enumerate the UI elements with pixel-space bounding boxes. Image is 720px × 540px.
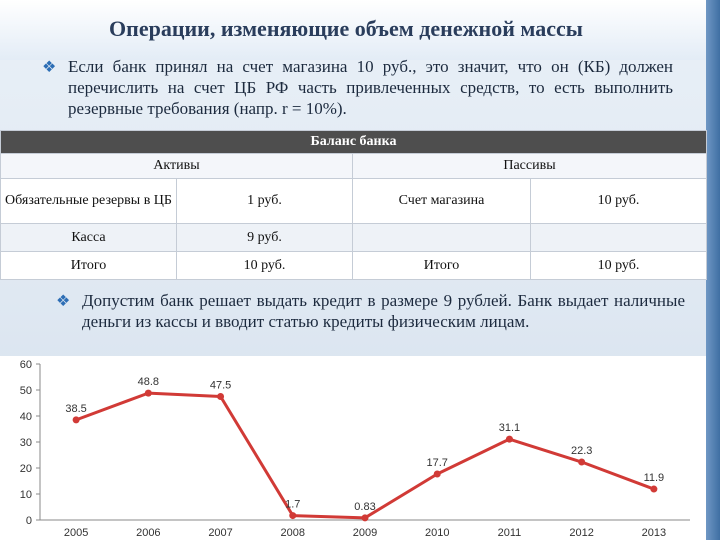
y-tick-label: 50 bbox=[20, 385, 32, 397]
data-label: 17.7 bbox=[427, 457, 448, 469]
data-label: 22.3 bbox=[571, 445, 592, 457]
diamond-bullet-icon: ❖ bbox=[56, 293, 71, 310]
liability-label bbox=[352, 223, 531, 252]
side-bar bbox=[706, 0, 720, 540]
data-point bbox=[217, 393, 225, 400]
bullet-paragraph-2: ❖ Допустим банк решает выдать кредит в р… bbox=[56, 290, 685, 332]
table-row: Итого 10 руб. Итого 10 руб. bbox=[0, 251, 707, 280]
y-tick-label: 20 bbox=[20, 463, 32, 475]
y-tick-label: 40 bbox=[20, 411, 32, 423]
y-tick-label: 10 bbox=[20, 489, 32, 501]
data-label: 48.8 bbox=[138, 376, 159, 388]
title-band bbox=[0, 0, 720, 60]
balance-title: Баланс банка bbox=[0, 130, 707, 154]
x-tick-label: 2009 bbox=[353, 527, 377, 539]
balance-table: Баланс банка Активы Пассивы Обязательные… bbox=[0, 130, 707, 280]
x-tick-label: 2012 bbox=[569, 527, 593, 539]
data-point bbox=[289, 512, 297, 520]
liability-value: 10 руб. bbox=[530, 251, 707, 280]
x-tick-label: 2007 bbox=[208, 527, 232, 539]
asset-label: Касса bbox=[0, 223, 177, 252]
asset-value: 10 руб. bbox=[176, 251, 353, 280]
slide-title: Операции, изменяющие объем денежной масс… bbox=[109, 16, 583, 41]
x-tick-label: 2005 bbox=[64, 527, 88, 539]
asset-value: 1 руб. bbox=[176, 178, 353, 224]
data-point bbox=[578, 458, 586, 466]
liabilities-header: Пассивы bbox=[352, 153, 707, 179]
data-label: 31.1 bbox=[499, 422, 520, 434]
liability-value bbox=[530, 223, 707, 252]
bullet-text-2: Допустим банк решает выдать кредит в раз… bbox=[82, 291, 685, 331]
asset-label: Итого bbox=[0, 251, 177, 280]
line-chart-svg: 0 10 20 30 40 50 60 2005 2006 2007 2008 2009 2010 201… bbox=[20, 359, 690, 539]
data-point bbox=[72, 416, 80, 424]
asset-label: Обязательные резервы в ЦБ bbox=[0, 178, 177, 224]
data-point bbox=[361, 514, 369, 522]
liability-value: 10 руб. bbox=[530, 178, 707, 224]
liability-label: Итого bbox=[352, 251, 531, 280]
data-label: 0.83 bbox=[354, 501, 375, 513]
bullet-text-1: Если банк принял на счет магазина 10 руб… bbox=[68, 57, 673, 118]
x-tick-label: 2013 bbox=[642, 527, 666, 539]
data-label: 47.5 bbox=[210, 380, 231, 392]
x-tick-label: 2011 bbox=[498, 527, 522, 539]
data-point bbox=[144, 389, 152, 397]
bullet-paragraph-1: ❖ Если банк принял на счет магазина 10 р… bbox=[42, 56, 673, 119]
table-row: Обязательные резервы в ЦБ 1 руб. Счет ма… bbox=[0, 178, 707, 224]
data-point bbox=[433, 470, 441, 478]
table-row: Касса 9 руб. bbox=[0, 223, 707, 252]
data-label: 38.5 bbox=[65, 403, 86, 415]
x-tick-label: 2010 bbox=[425, 527, 449, 539]
asset-value: 9 руб. bbox=[176, 223, 353, 252]
liability-label: Счет магазина bbox=[352, 178, 531, 224]
data-point bbox=[505, 435, 513, 443]
data-label: 11.9 bbox=[644, 472, 665, 484]
assets-header: Активы bbox=[0, 153, 353, 179]
y-tick-label: 0 bbox=[26, 515, 32, 527]
line-chart: 0 10 20 30 40 50 60 2005 2006 2007 2008 2009 2010 201… bbox=[0, 356, 706, 540]
x-tick-label: 2006 bbox=[136, 527, 160, 539]
x-tick-label: 2008 bbox=[281, 527, 305, 539]
diamond-bullet-icon: ❖ bbox=[42, 59, 57, 76]
y-tick-label: 60 bbox=[20, 359, 32, 371]
series-line bbox=[75, 391, 655, 520]
data-label: 1.7 bbox=[285, 499, 300, 511]
data-point bbox=[650, 485, 658, 493]
y-tick-label: 30 bbox=[20, 437, 32, 449]
